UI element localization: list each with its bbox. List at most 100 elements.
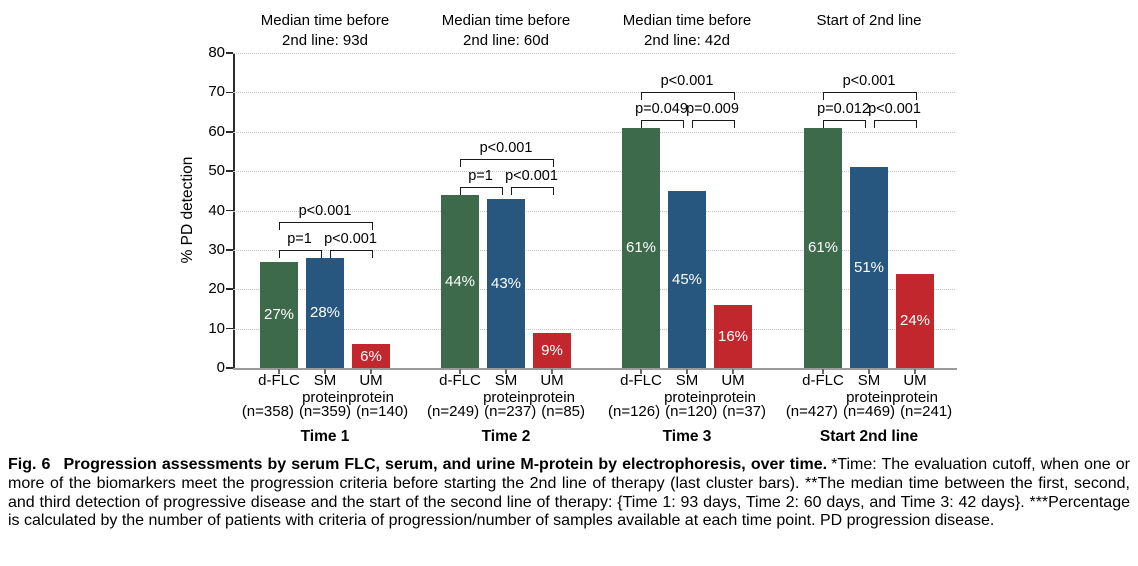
p-value-label: p<0.001 [868, 100, 921, 117]
bar-sm-protein: 28% [306, 257, 344, 368]
bar-um-protein: 24% [896, 273, 934, 368]
p-value-label: p<0.001 [298, 202, 352, 219]
significance-bracket [330, 249, 373, 258]
caption-body: *Time: The evaluation cutoff, when one o… [8, 456, 1130, 530]
group-header: Median time before 2nd line: 60d [441, 12, 571, 49]
n-label: (n=249) [426, 403, 480, 420]
bar-um-protein: 6% [352, 344, 390, 368]
gridline [233, 53, 955, 54]
plot-area: 27% 28% 6% p=1 p<0.001 p<0.001 44% 43% 9% p=1 p<0.… [233, 53, 955, 368]
x-tick-mark [822, 369, 824, 374]
gridline [233, 131, 955, 133]
bar-name-label: UM protein [529, 372, 575, 406]
x-tick-mark [868, 369, 870, 374]
caption-title: Progression assessments by serum FLC, se… [63, 456, 828, 473]
y-tick-mark [226, 327, 233, 330]
bar-value-label: 45% [671, 270, 703, 288]
y-tick-label: 0 [216, 359, 225, 376]
bar-value-label: 28% [309, 304, 341, 322]
significance-bracket [511, 186, 554, 195]
p-value-label: p<0.001 [505, 167, 558, 184]
n-label: (n=140) [356, 403, 409, 420]
bar-value-label: 61% [625, 239, 657, 257]
x-tick-mark [686, 369, 688, 374]
y-tick-label: 10 [208, 319, 225, 337]
n-label: (n=237) [484, 403, 537, 420]
bar-value-label: 43% [490, 274, 522, 292]
bar-value-label: 61% [807, 239, 839, 257]
bar-um-protein: 9% [533, 332, 571, 368]
gridline [233, 328, 955, 330]
x-tick-mark [914, 369, 916, 374]
significance-bracket [641, 91, 735, 100]
p-value-label: p<0.001 [660, 72, 714, 89]
gridline [233, 171, 955, 173]
bar-value-label: 9% [541, 341, 563, 359]
n-label: (n=469) [842, 403, 896, 420]
group-label: Time 2 [481, 428, 531, 445]
bar-value-label: 24% [899, 312, 931, 330]
x-axis-line [233, 367, 957, 370]
bar-value-label: 16% [717, 328, 749, 345]
y-tick-mark [226, 91, 233, 94]
gridline [233, 289, 955, 291]
bar-name-label: d-FLC [620, 372, 662, 389]
n-label: (n=358) [241, 403, 294, 420]
bar-d-flc: 44% [441, 194, 479, 368]
group-header: Start of 2nd line [816, 12, 922, 29]
y-tick-mark [226, 130, 233, 133]
n-label: (n=126) [607, 403, 661, 420]
p-value-label: p=0.012 [817, 100, 870, 117]
p-value-label: p<0.001 [479, 139, 533, 156]
n-row: (n=249) (n=237) (n=85) [427, 403, 585, 420]
n-row: (n=358) (n=359) (n=140) [242, 403, 408, 420]
p-value-label: p=1 [287, 230, 312, 247]
n-row: (n=126) (n=120) (n=37) [608, 403, 766, 420]
gridline [233, 92, 955, 94]
n-label: (n=120) [665, 403, 718, 420]
gridline [233, 249, 955, 251]
x-tick-mark [640, 369, 642, 374]
y-tick-label: 40 [208, 201, 225, 219]
y-tick-label: 60 [208, 122, 225, 140]
x-tick-mark [732, 369, 734, 374]
n-label: (n=427) [785, 403, 838, 420]
significance-bracket [460, 186, 503, 195]
significance-bracket [823, 91, 917, 100]
y-tick-label: 80 [208, 44, 225, 61]
significance-bracket [641, 119, 684, 128]
bar-name-label: d-FLC [802, 372, 844, 389]
bar-d-flc: 27% [260, 261, 298, 368]
group-label: Time 3 [662, 428, 712, 445]
significance-bracket [460, 158, 554, 167]
bar-d-flc: 61% [804, 127, 842, 368]
x-tick-mark [278, 369, 280, 374]
bar-sm-protein: 43% [487, 198, 525, 368]
bar-name-label: SM protein [846, 372, 892, 406]
caption-fig-label: Fig. 6 [8, 456, 51, 473]
n-label: (n=359) [298, 403, 352, 420]
bar-d-flc: 61% [622, 127, 660, 368]
x-tick-mark [505, 369, 507, 374]
significance-bracket [823, 119, 866, 128]
y-tick-mark [226, 209, 233, 212]
bar-name-label: d-FLC [439, 372, 481, 389]
n-label: (n=37) [722, 403, 767, 420]
bar-name-label: SM protein [483, 372, 529, 406]
group-header: Median time before 2nd line: 42d [622, 12, 752, 49]
bar-um-protein: 16% [714, 305, 752, 368]
y-tick-label: 70 [208, 83, 225, 101]
x-tick-mark [370, 369, 372, 374]
n-row: (n=427) (n=469) (n=241) [786, 403, 952, 420]
bar-name-label: SM protein [664, 372, 710, 406]
bar-name-label: UM protein [892, 372, 938, 406]
significance-bracket [692, 119, 735, 128]
n-label: (n=241) [900, 403, 953, 420]
bar-name-label: SM protein [302, 372, 348, 406]
bar-sm-protein: 45% [668, 190, 706, 368]
p-value-label: p=0.049 [635, 100, 688, 117]
bar-value-label: 27% [263, 306, 295, 324]
p-value-label: p<0.001 [324, 230, 377, 247]
bar-sm-protein: 51% [850, 167, 888, 368]
